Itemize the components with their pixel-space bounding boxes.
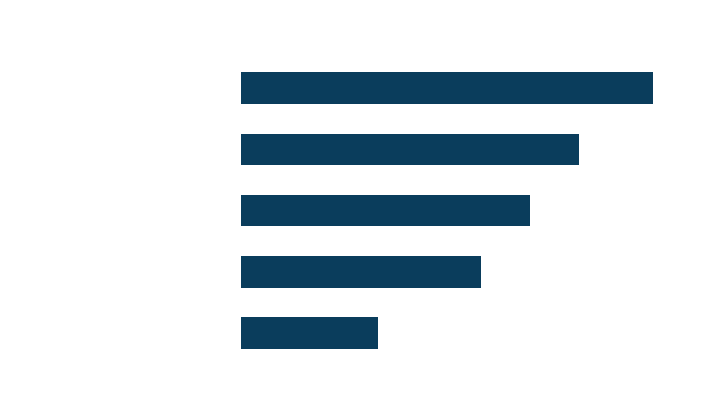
Bar xyxy=(241,317,378,349)
Bar xyxy=(241,72,653,104)
Bar xyxy=(241,256,481,288)
Bar xyxy=(241,195,531,226)
Bar xyxy=(241,134,580,165)
